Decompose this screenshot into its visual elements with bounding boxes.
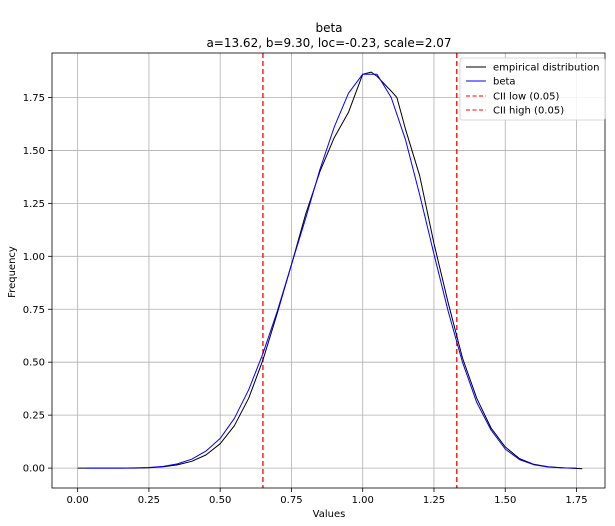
y-tick-label: 1.00	[23, 252, 45, 263]
legend-label-cii-low: CII low (0.05)	[493, 92, 559, 103]
legend: empirical distribution beta CII low (0.0…	[459, 57, 606, 121]
x-tick-label: 1.75	[565, 495, 587, 506]
x-tick-label: 1.50	[494, 495, 516, 506]
y-tick-label: 0.00	[23, 464, 45, 475]
x-axis-label: Values	[313, 509, 346, 520]
plot-frame	[51, 52, 606, 489]
legend-label-cii-high: CII high (0.05)	[493, 106, 564, 117]
chart-title: beta	[315, 21, 342, 35]
legend-label-empirical: empirical distribution	[493, 63, 599, 74]
x-tick-label: 0.00	[67, 495, 89, 506]
x-tick-label: 0.75	[280, 495, 302, 506]
y-tick-label: 1.50	[23, 146, 45, 157]
x-tick-label: 1.00	[352, 495, 374, 506]
y-tick-label: 0.25	[23, 411, 45, 422]
y-tick-label: 0.75	[23, 305, 45, 316]
legend-box	[459, 57, 606, 121]
x-tick-label: 0.25	[138, 495, 160, 506]
y-axis-label: Frequency	[7, 246, 18, 298]
y-tick-label: 1.75	[23, 93, 45, 104]
chart-subtitle: a=13.62, b=9.30, loc=-0.23, scale=2.07	[206, 36, 451, 50]
critical-lines	[262, 53, 458, 488]
grid-lines	[52, 53, 605, 488]
legend-label-beta: beta	[493, 77, 516, 88]
beta-fit-line	[86, 73, 577, 469]
series-lines	[77, 71, 583, 470]
x-tick-label: 1.25	[423, 495, 445, 506]
y-axis-ticks: 0.00 0.25 0.50 0.75 1.00 1.25 1.50 1.75	[23, 93, 52, 475]
x-axis-ticks: 0.00 0.25 0.50 0.75 1.00 1.25 1.50 1.75	[67, 488, 588, 506]
empirical-distribution-line	[77, 71, 583, 470]
x-tick-label: 0.50	[209, 495, 231, 506]
y-tick-label: 0.50	[23, 358, 45, 369]
y-tick-label: 1.25	[23, 199, 45, 210]
